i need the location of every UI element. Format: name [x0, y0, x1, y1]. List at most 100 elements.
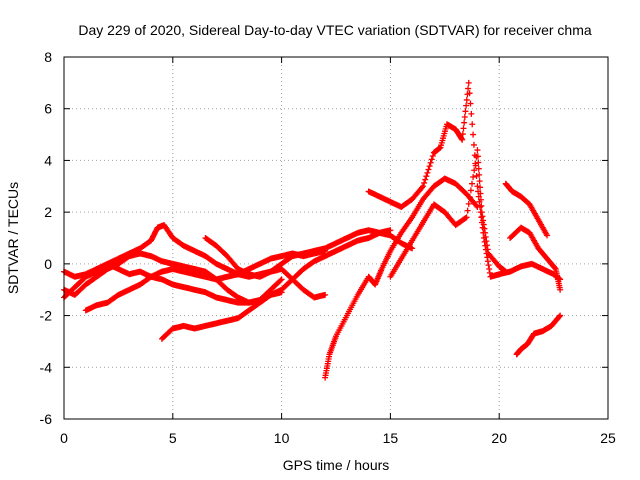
series-trace-h: [365, 79, 564, 283]
x-tick-label: 20: [491, 430, 507, 446]
data-point: [466, 194, 473, 201]
x-axis-label: GPS time / hours: [283, 457, 390, 473]
data-point: [557, 312, 564, 319]
data-point: [423, 173, 430, 180]
data-point: [420, 183, 427, 190]
data-point: [476, 178, 483, 185]
axis-ticks: [63, 56, 609, 420]
series-trace-j: [502, 180, 551, 239]
plot-frame: [63, 56, 609, 420]
data-point: [465, 79, 472, 86]
y-tick-label: -2: [40, 308, 53, 324]
data-point: [477, 196, 484, 203]
x-tick-label: 10: [274, 430, 290, 446]
chart-title: Day 229 of 2020, Sidereal Day-to-day VTE…: [78, 22, 591, 38]
data-point: [473, 202, 480, 209]
data-point: [459, 131, 466, 138]
data-point: [463, 214, 470, 221]
data-point: [422, 176, 429, 183]
data-point: [502, 268, 509, 275]
data-point: [465, 85, 472, 92]
series-trace-c: [61, 260, 285, 306]
data-point: [472, 160, 479, 167]
data-point: [474, 153, 481, 160]
data-point: [463, 102, 470, 109]
x-tick-label: 25: [600, 430, 616, 446]
series-trace-d: [82, 247, 329, 314]
data-point: [466, 90, 473, 97]
x-tick-label: 15: [383, 430, 399, 446]
data-point: [461, 113, 468, 120]
data-point: [462, 108, 469, 115]
data-point: [458, 135, 465, 142]
data-point: [278, 276, 285, 283]
series-trace-k: [513, 312, 564, 358]
data-point: [475, 159, 482, 166]
data-point: [426, 163, 433, 170]
data-point: [478, 202, 485, 209]
data-point: [387, 227, 394, 234]
data-point: [551, 264, 558, 271]
tick-labels: 0 5 10 15 20 25 -6 -4 -2 0 2 4 6 8: [40, 49, 616, 446]
data-point: [475, 165, 482, 172]
y-tick-label: 2: [44, 204, 52, 220]
series-trace-e: [158, 229, 416, 342]
data-point: [484, 246, 491, 253]
data-markers: [61, 79, 564, 381]
data-point: [483, 238, 490, 245]
x-tick-label: 5: [169, 430, 177, 446]
data-point: [482, 233, 489, 240]
data-point: [482, 229, 489, 236]
data-point: [429, 153, 436, 160]
data-point: [460, 125, 467, 132]
data-point: [428, 156, 435, 163]
series-trace-b: [61, 222, 329, 301]
y-tick-label: -4: [40, 359, 53, 375]
data-point: [485, 262, 492, 269]
data-point: [486, 266, 493, 273]
data-point: [476, 171, 483, 178]
data-point: [480, 221, 487, 228]
data-point: [557, 286, 564, 293]
data-point: [468, 110, 475, 117]
series-trace-i: [387, 147, 509, 280]
data-point: [477, 190, 484, 197]
data-point: [464, 207, 471, 214]
data-point: [421, 179, 428, 186]
data-point: [486, 269, 493, 276]
y-tick-label: 6: [44, 101, 52, 117]
data-point: [544, 232, 551, 239]
data-point: [425, 166, 432, 173]
data-point: [424, 169, 431, 176]
x-tick-label: 0: [60, 430, 68, 446]
y-axis-label: SDTVAR / TECUs: [5, 182, 21, 294]
y-tick-label: 8: [44, 49, 52, 65]
data-point: [475, 193, 482, 200]
data-point: [484, 242, 491, 249]
data-point: [477, 203, 484, 210]
data-point: [418, 184, 425, 191]
data-point: [484, 258, 491, 265]
data-point: [478, 209, 485, 216]
data-point: [481, 225, 488, 232]
data-point: [470, 141, 477, 148]
data-point: [471, 167, 478, 174]
data-point: [469, 180, 475, 187]
series-trace-g: [322, 175, 481, 381]
data-point: [480, 217, 487, 224]
y-tick-label: 0: [44, 256, 52, 272]
data-point: [470, 131, 477, 138]
data-point: [427, 159, 434, 166]
data-point: [462, 215, 469, 222]
data-point: [470, 173, 477, 180]
series-trace-f: [202, 227, 394, 280]
data-point: [479, 213, 486, 220]
data-point: [556, 313, 563, 320]
data-point: [478, 214, 485, 221]
series-trace-l: [507, 224, 564, 293]
data-point: [469, 121, 476, 128]
data-point: [474, 147, 481, 154]
data-point: [477, 184, 484, 191]
y-tick-label: 4: [44, 152, 52, 168]
